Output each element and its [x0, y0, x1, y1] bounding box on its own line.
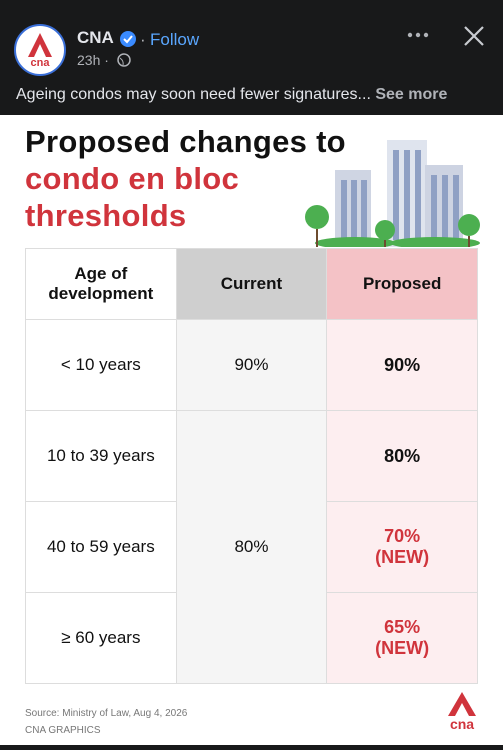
header-text: Age of development: [48, 264, 154, 303]
proposed-value: 65%: [384, 617, 421, 637]
current-cell: 90%: [175, 319, 328, 411]
more-button[interactable]: [405, 28, 433, 42]
age-cell: ≥ 60 years: [25, 592, 177, 684]
header-cell: Current: [175, 248, 328, 320]
title-line: thresholds: [25, 198, 187, 233]
title: Proposed changes to condo en bloc thresh…: [25, 123, 346, 234]
logo-text: cna: [450, 716, 474, 732]
source: Source: Ministry of Law, Aug 4, 2026 CNA…: [25, 705, 187, 739]
source-text: Source: Ministry of Law, Aug 4, 2026: [25, 708, 188, 719]
author[interactable]: CNA: [77, 28, 114, 47]
header-cell: Age of development: [25, 248, 177, 320]
avatar[interactable]: cna: [14, 24, 66, 76]
buildings-illustration: [305, 140, 480, 247]
post-time: 23h ·: [77, 52, 109, 68]
age-cell: 40 to 59 years: [25, 501, 177, 593]
follow-button[interactable]: Follow: [150, 30, 200, 49]
proposed-cell: 70% (NEW): [326, 501, 478, 593]
caption: Ageing condos may soon need fewer signat…: [16, 86, 447, 104]
close-button[interactable]: [463, 25, 485, 47]
age-cell: 10 to 39 years: [25, 410, 177, 502]
logo-text: cna: [31, 57, 51, 69]
header-cell: Proposed: [326, 248, 478, 320]
new-note: (NEW): [375, 638, 430, 658]
infographic: Proposed changes to condo en bloc thresh…: [0, 115, 503, 745]
proposed-cell: 90%: [326, 319, 478, 411]
threshold-table: Age of development Current Proposed < 10…: [25, 248, 478, 684]
see-more[interactable]: See more: [375, 86, 448, 103]
verified-badge: [120, 31, 136, 47]
title-line: condo en bloc: [25, 161, 240, 196]
title-line: Proposed changes to: [25, 124, 346, 159]
age-cell: < 10 years: [25, 319, 177, 411]
cna-logo: cna: [448, 692, 476, 732]
caption-text: Ageing condos may soon need fewer signat…: [16, 86, 371, 103]
proposed-cell: 80%: [326, 410, 478, 502]
globe-icon: [117, 53, 131, 67]
separator: ·: [140, 30, 146, 49]
current-cell: 80%: [175, 410, 328, 684]
proposed-value: 70%: [384, 526, 421, 546]
new-note: (NEW): [375, 547, 430, 567]
credit: CNA GRAPHICS: [25, 725, 101, 736]
time: 23h: [77, 52, 101, 68]
proposed-cell: 65% (NEW): [326, 592, 478, 684]
